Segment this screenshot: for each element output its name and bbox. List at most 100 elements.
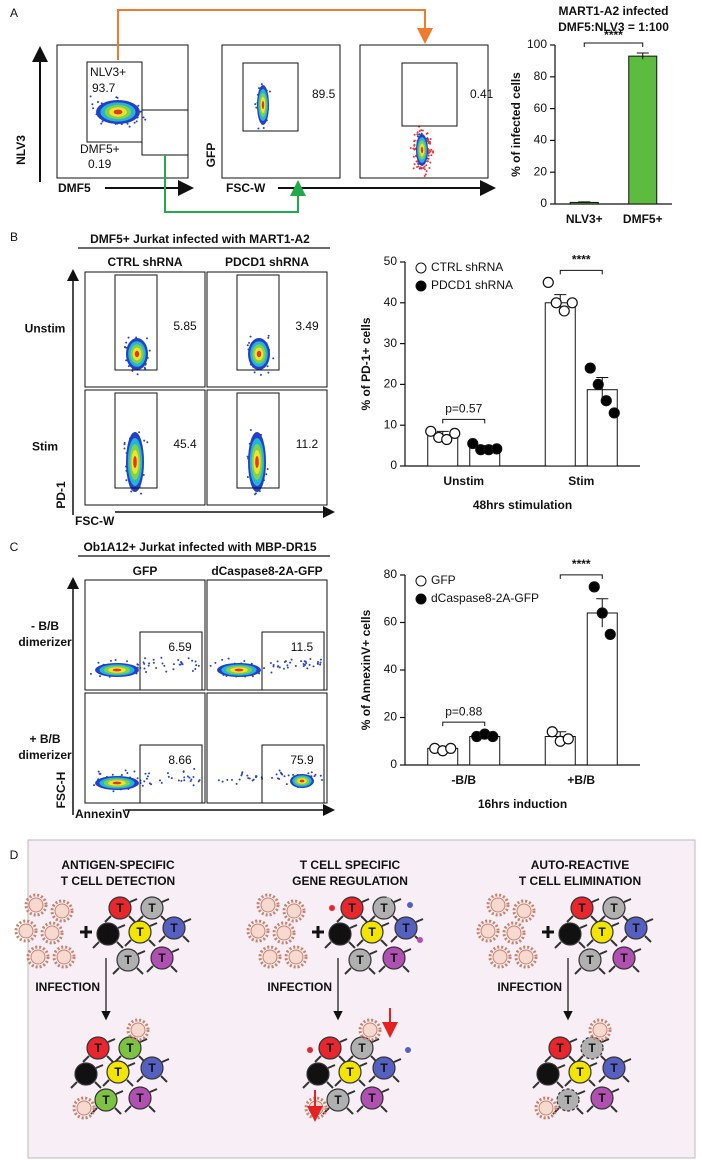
flow-event [127,336,130,339]
t-cell [624,916,648,940]
data-point [441,433,453,446]
secreted-dot [417,937,423,943]
flow-event [109,659,112,662]
cell-letter: T [148,901,156,915]
flow-event [428,167,431,170]
cell-letter: T [346,1065,354,1079]
flow-event [138,431,141,434]
y-tick-label: 0 [390,757,397,771]
flow-axis-label: FSC-H [54,772,68,809]
flow-event [418,130,421,133]
flow-event [188,776,191,779]
gate [114,274,158,371]
flow-event [308,663,311,666]
density-contour [133,456,137,468]
gate-name: NLV3+ [90,65,126,79]
row-label: Stim [32,440,58,454]
cell-letter: T [586,953,594,967]
flow-event [163,664,166,667]
density-contour [112,668,122,672]
gate [401,62,458,127]
flow-event [302,663,305,666]
flow-event [125,359,128,362]
x-tick-label: DMF5+ [623,212,663,226]
flow-event [247,777,250,780]
t-cell [602,896,626,920]
gate-value: 89.5 [312,87,336,101]
legend-marker [415,593,427,605]
tcr [136,1058,170,1083]
flow-event [123,441,126,444]
virus [126,1018,150,1042]
flow-event [128,125,131,128]
flow-event [93,784,96,787]
flow-event [412,167,415,170]
flow-event [123,346,126,349]
cell-letter: T [578,901,586,915]
flow-event [416,131,419,134]
virus [26,945,50,969]
tcr [356,1088,390,1113]
tcr [92,924,126,949]
flow-event [420,129,423,132]
cell-letter: T [620,951,628,965]
step-label: INFECTION [497,980,562,994]
flow-event [421,129,424,132]
cell-letter: T [556,1041,564,1055]
virus-core [286,903,302,919]
data-point [487,730,499,743]
t-cell [94,1088,118,1112]
flow-event [271,776,274,779]
flow-event [146,775,149,778]
data-point [592,378,604,390]
flow-event [191,669,194,672]
flow-event [283,775,286,778]
data-point [562,733,574,745]
cell-letter: T [170,921,178,935]
flow-event [189,780,192,783]
flow-axis-label: FSC-W [226,181,266,195]
flow-event [143,366,146,369]
tcr [566,898,600,923]
t-cell [558,922,582,946]
tcr [102,1062,136,1087]
tcr [554,924,588,949]
virus-core [56,949,72,965]
virus-core [54,903,70,919]
flow-event [316,663,319,666]
tcr [146,948,180,973]
t-cell [140,1056,164,1080]
flow-event [136,373,139,376]
flow-event [276,660,279,663]
flow-event [306,667,309,670]
flow-event [125,341,128,344]
gate [86,61,143,143]
cell-letter: T [314,1067,322,1081]
flow-event [313,775,316,778]
virus [272,921,296,945]
secreted-dot [385,897,391,903]
flow-event [287,774,290,777]
gate-value: 45.4 [173,437,197,451]
flow-event [124,769,127,772]
density-contour [261,101,265,109]
flow-event [258,87,261,90]
flow-event [161,662,164,665]
virus-core [260,897,276,913]
flow-event [254,103,257,106]
y-tick-label: 20 [534,164,548,178]
t-cell [128,1086,152,1110]
flow-event [254,775,257,778]
row-label: + B/B [29,732,60,746]
gate [242,62,299,132]
column-label: CTRL shRNA [107,255,182,269]
flow-event [426,160,429,163]
flow-event [114,659,117,662]
virus [502,921,526,945]
virus-core [28,897,44,913]
flow-event [259,373,262,376]
gate [141,109,189,156]
tcr [302,1064,336,1089]
flow-event [183,779,186,782]
tcr [82,1038,116,1063]
